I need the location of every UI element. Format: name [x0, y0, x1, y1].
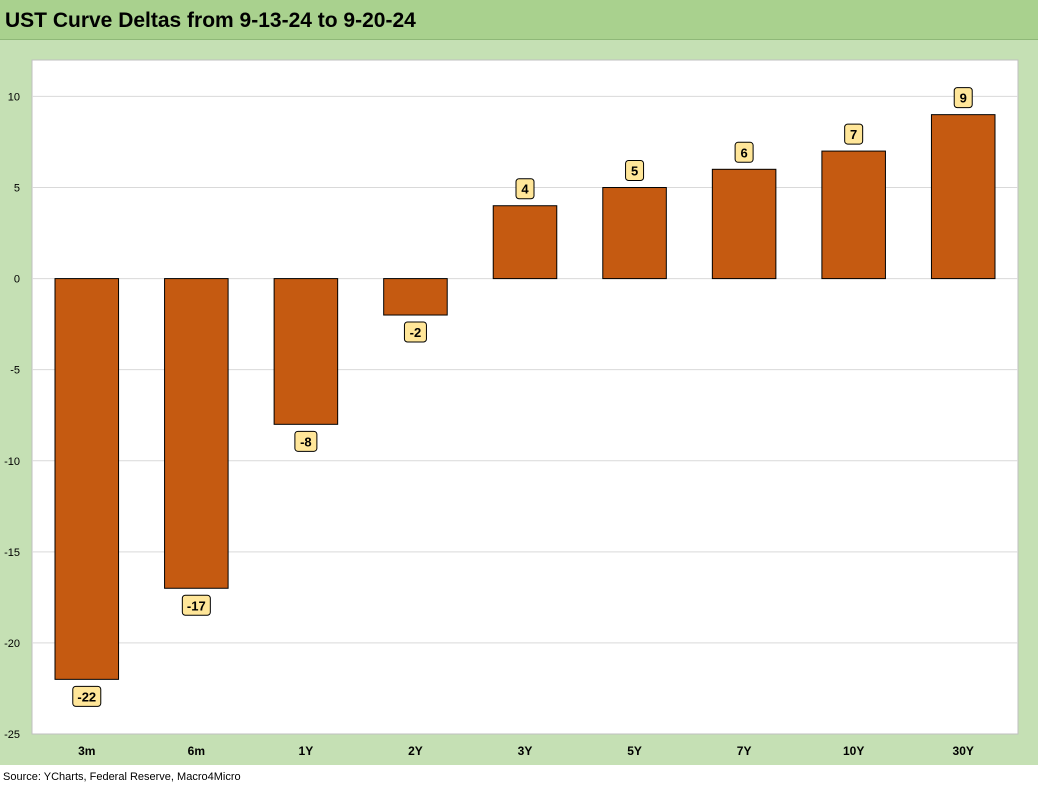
bar-1y — [273, 278, 339, 425]
x-tick-label: 2Y — [408, 744, 423, 758]
data-label-10y: 7 — [844, 123, 864, 145]
x-tick-label: 7Y — [737, 744, 752, 758]
data-label-text: -17 — [187, 598, 206, 613]
y-tick-label: 5 — [14, 183, 20, 195]
data-label-box — [953, 87, 973, 109]
y-tick-label: -5 — [10, 365, 20, 377]
y-tick-label: -10 — [4, 456, 20, 468]
bar-10y — [821, 150, 886, 280]
data-label-text: -2 — [410, 325, 422, 340]
x-tick-label: 3Y — [518, 744, 533, 758]
data-label-box — [72, 685, 102, 707]
data-label-text: 7 — [850, 127, 857, 142]
x-axis-ticks: 3m 6m 1Y 2Y 3Y 5Y 7Y 10Y 30Y — [78, 744, 974, 758]
data-label-text: -22 — [77, 689, 96, 704]
data-label-box — [403, 321, 427, 343]
data-label-text: -8 — [300, 434, 312, 449]
y-tick-label: -25 — [4, 729, 20, 741]
bar-chart: 10 5 0 -5 -10 -15 -20 -25 -22 -17 -8 -2 4 5 6 7 9 3m 6m 1… — [4, 59, 1019, 758]
data-labels: -22 -17 -8 -2 4 5 6 7 9 — [72, 87, 973, 707]
data-label-box — [844, 123, 864, 145]
data-label-box — [515, 178, 535, 200]
y-tick-label: -20 — [4, 638, 20, 650]
bar-7y — [711, 168, 777, 280]
bar-2y — [383, 278, 448, 316]
data-label-box — [294, 430, 318, 452]
data-label-3m: -22 — [72, 685, 102, 707]
bar-5y — [602, 187, 667, 280]
data-label-2y: -2 — [403, 321, 427, 343]
x-tick-label: 3m — [78, 744, 95, 758]
data-label-3y: 4 — [515, 178, 535, 200]
data-label-5y: 5 — [625, 160, 645, 182]
data-label-text: 4 — [521, 182, 529, 197]
source-note: Source: YCharts, Federal Reserve, Macro4… — [3, 771, 241, 783]
chart-title: UST Curve Deltas from 9-13-24 to 9-20-24 — [5, 9, 416, 32]
data-label-6m: -17 — [181, 594, 211, 616]
data-label-text: 5 — [631, 164, 638, 179]
y-tick-label: -15 — [4, 547, 20, 559]
data-label-box — [734, 141, 754, 163]
data-label-30y: 9 — [953, 87, 973, 109]
data-label-box — [625, 160, 645, 182]
x-tick-label: 6m — [188, 744, 205, 758]
y-tick-label: 10 — [8, 91, 20, 103]
title-bar: UST Curve Deltas from 9-13-24 to 9-20-24 — [0, 0, 1038, 40]
y-tick-label: 0 — [14, 274, 20, 286]
x-tick-label: 1Y — [299, 744, 314, 758]
data-label-7y: 6 — [734, 141, 754, 163]
x-tick-label: 10Y — [843, 744, 864, 758]
data-label-1y: -8 — [294, 430, 318, 452]
y-axis-ticks: 10 5 0 -5 -10 -15 -20 -25 — [4, 91, 20, 741]
data-label-text: 6 — [740, 145, 747, 160]
data-label-text: 9 — [960, 91, 967, 106]
x-tick-label: 30Y — [953, 744, 974, 758]
bar-30y — [930, 114, 996, 280]
x-tick-label: 5Y — [627, 744, 642, 758]
bar-3y — [492, 205, 558, 280]
bars — [54, 114, 996, 680]
data-label-box — [181, 594, 211, 616]
bar-6m — [164, 278, 229, 589]
bar-3m — [54, 278, 120, 680]
